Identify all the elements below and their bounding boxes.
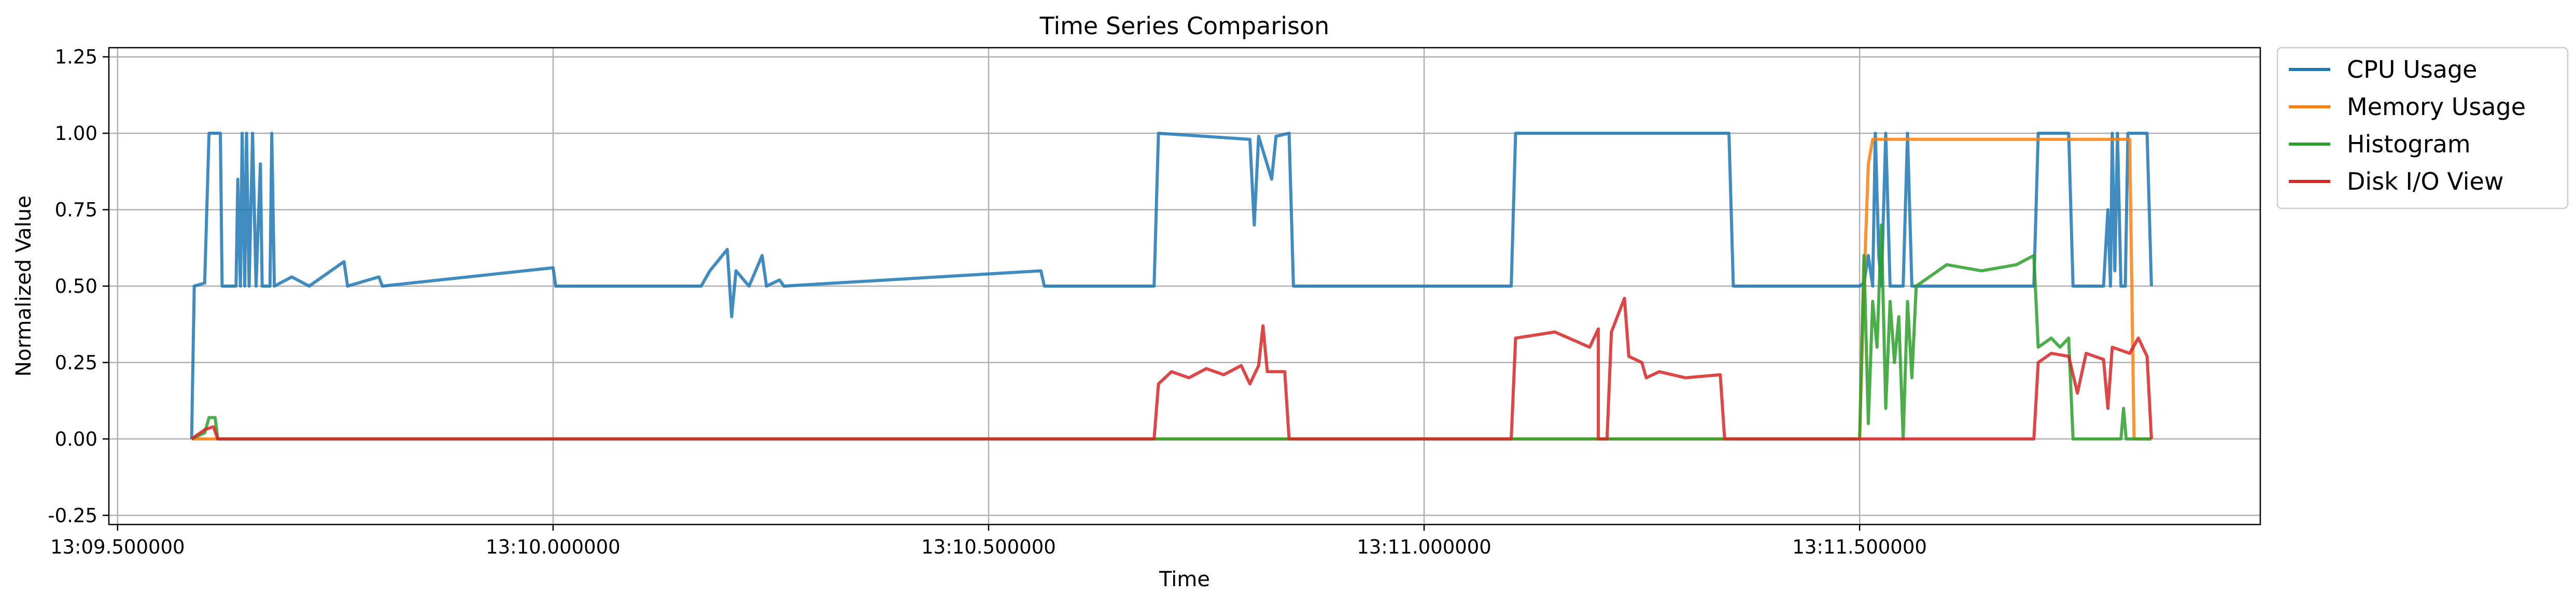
x-tick-label: 13:10.000000 — [486, 536, 621, 558]
y-tick-label: 0.75 — [55, 199, 97, 221]
y-tick-label: 0.00 — [55, 428, 97, 450]
series-line-disk-i-o-view — [190, 296, 2153, 441]
x-axis-label: Time — [1159, 568, 1210, 591]
legend-label: Disk I/O View — [2347, 167, 2503, 195]
x-tick-label: 13:11.000000 — [1357, 536, 1491, 558]
x-tick-label: 13:09.500000 — [50, 536, 185, 558]
y-tick-label: 0.25 — [55, 351, 97, 374]
legend-frame — [2276, 47, 2569, 209]
y-tick-label: 1.00 — [55, 122, 97, 145]
y-tick-label: 1.25 — [55, 46, 97, 68]
x-axis-ticks: 13:09.500000 13:10.000000 13:10.500000 13:1… — [50, 525, 1927, 558]
plot-lines — [190, 132, 2153, 441]
x-tick-label: 13:10.500000 — [921, 536, 1056, 558]
y-axis-ticks: -0.25 0.00 0.25 0.50 0.75 1.00 1.25 — [48, 46, 109, 527]
series-line-histogram — [191, 223, 2151, 441]
series-line-cpu-usage — [190, 132, 2153, 439]
legend-label: Memory Usage — [2347, 93, 2526, 121]
y-tick-label: 0.50 — [55, 275, 97, 298]
chart-title: Time Series Comparison — [1039, 12, 1330, 40]
y-tick-label: -0.25 — [48, 504, 97, 527]
legend-label: Histogram — [2347, 130, 2471, 158]
y-axis-label: Normalized Value — [12, 195, 36, 376]
legend-label: CPU Usage — [2347, 55, 2477, 83]
x-tick-label: 13:11.500000 — [1792, 536, 1927, 558]
legend: CPU Usage Memory Usage Histogram Disk I/O V… — [2276, 47, 2569, 209]
